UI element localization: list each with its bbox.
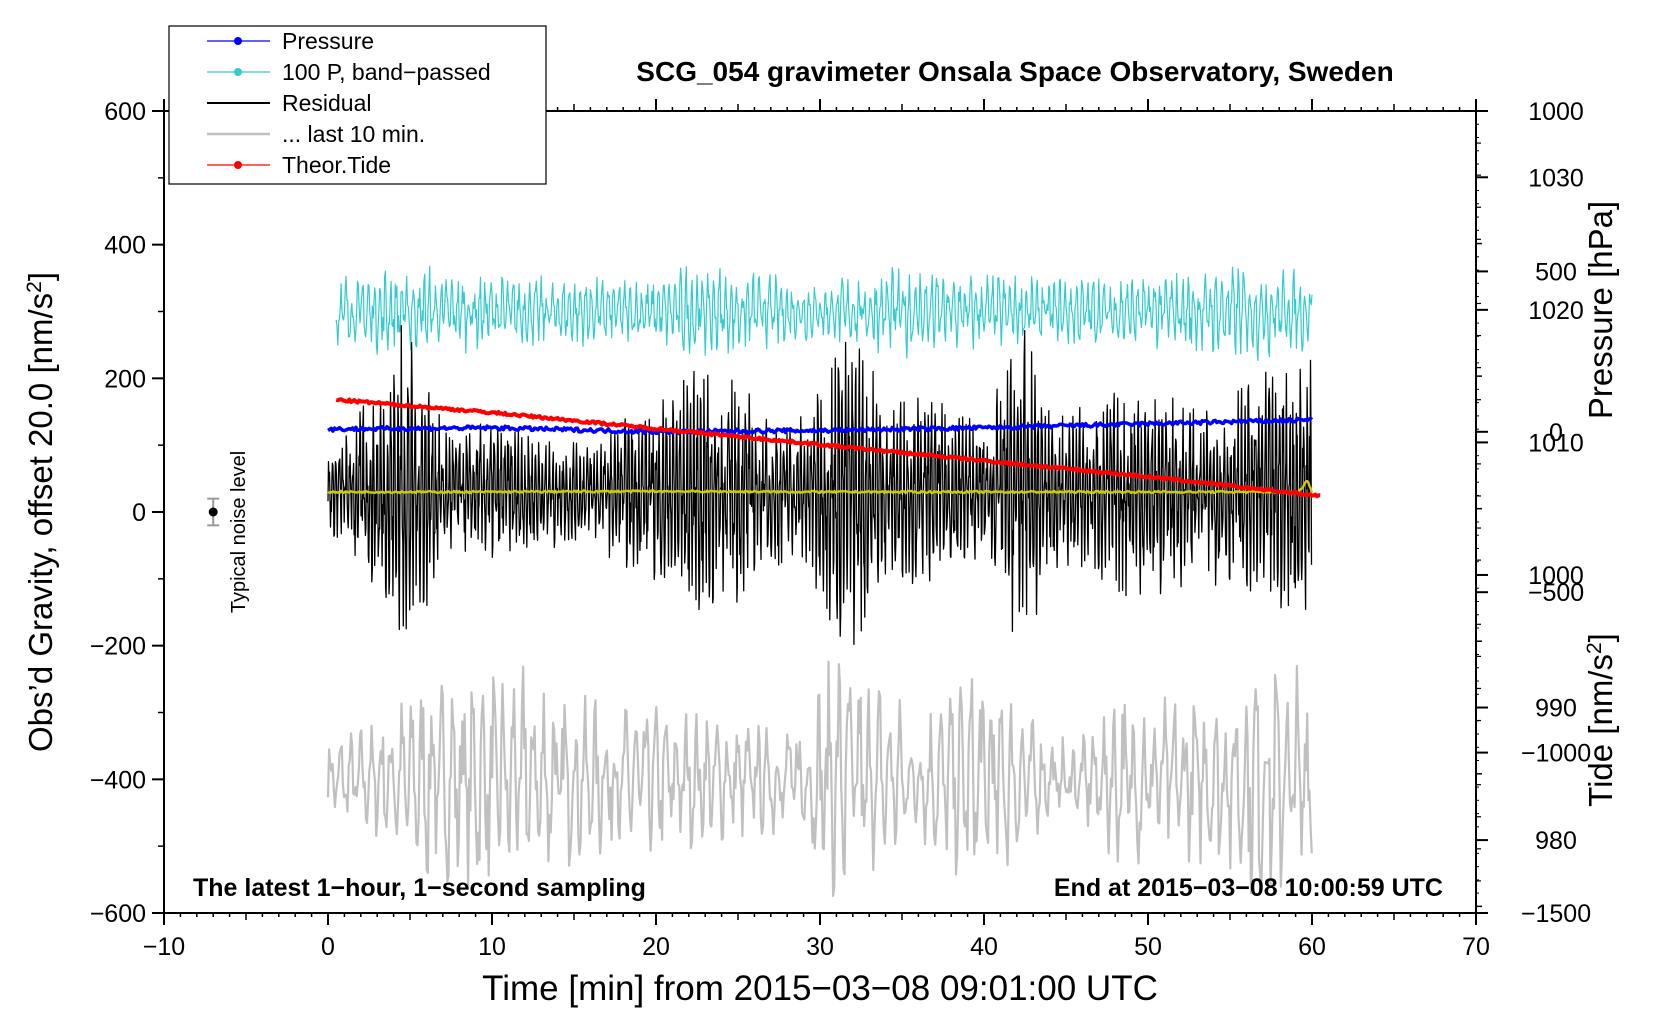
tide-tick-label: 0	[1549, 419, 1563, 447]
pressure-tick-label: 1030	[1528, 164, 1584, 192]
noise-label: Typical noise level	[228, 451, 250, 613]
series-pressure	[327, 416, 1314, 436]
y-tick-label: 400	[104, 232, 146, 260]
x-tick-label: 0	[321, 933, 335, 961]
legend-marker	[234, 37, 242, 45]
legend-label: Pressure	[282, 28, 374, 54]
legend-label: 100 P, band−passed	[282, 59, 491, 85]
y-tick-label: 600	[104, 98, 146, 126]
series-100-p-band-passed	[335, 265, 1313, 361]
x-tick-label: −10	[143, 933, 185, 961]
x-tick-label: 30	[806, 933, 834, 961]
y-tick-label: −200	[90, 633, 146, 661]
y-tick-label: 200	[104, 365, 146, 393]
noise-level-indicator: Typical noise level	[207, 451, 250, 613]
x-tick-label: 20	[642, 933, 670, 961]
annotation-sampling: The latest 1−hour, 1−second sampling	[193, 874, 646, 902]
y-tick-label: −600	[90, 900, 146, 928]
legend: Pressure 100 P, band−passed Residual ... la…	[168, 25, 547, 185]
legend-label: Residual	[282, 90, 372, 116]
x-axis-label: Time [min] from 2015−03−08 09:01:00 UTC	[482, 969, 1158, 1008]
series-theor-tide	[335, 397, 1321, 499]
pressure-tick-label: 980	[1535, 827, 1577, 855]
axes: −10 0 10 20 30 40 50 60 70−600−400−2000200400600…	[90, 98, 1591, 961]
x-tick-label: 40	[970, 933, 998, 961]
noise-marker	[208, 507, 218, 517]
tide-tick-label: −1000	[1521, 740, 1591, 768]
pressure-tick-label: 1020	[1528, 297, 1584, 325]
tide-tick-label: −500	[1528, 579, 1584, 607]
x-tick-label: 10	[478, 933, 506, 961]
chart-title: SCG_054 gravimeter Onsala Space Observat…	[636, 56, 1393, 87]
x-tick-label: 50	[1134, 933, 1162, 961]
annotation-end-time: End at 2015−03−08 10:00:59 UTC	[1054, 874, 1443, 902]
pressure-tick-label: 1000	[1528, 562, 1584, 590]
x-tick-label: 60	[1298, 933, 1326, 961]
y-tick-label: 0	[132, 499, 146, 527]
y-axis-label-tide: Tide [nm/s2]	[1582, 633, 1619, 807]
x-tick-label: 70	[1462, 933, 1490, 961]
legend-marker	[234, 161, 242, 169]
legend-label: Theor.Tide	[282, 152, 391, 178]
tide-tick-label: 1000	[1528, 98, 1584, 126]
series-traces	[326, 265, 1321, 898]
y-axis-label-left: Obs’d Gravity, offset 20.0 [nm/s2]	[22, 272, 59, 752]
series-residual	[327, 324, 1313, 646]
legend-box	[168, 25, 547, 185]
legend-label: ... last 10 min.	[282, 121, 425, 147]
pressure-tick-label: 990	[1535, 695, 1577, 723]
series-last-10-min	[326, 660, 1313, 898]
tide-tick-label: −1500	[1521, 900, 1591, 928]
pressure-tick-label: 1010	[1528, 429, 1584, 457]
legend-marker	[234, 68, 242, 76]
series-running-mean	[327, 479, 1314, 495]
y-tick-label: −400	[90, 766, 146, 794]
tide-tick-label: 500	[1535, 258, 1577, 286]
y-axis-label-pressure: Pressure [hPa]	[1582, 201, 1619, 419]
